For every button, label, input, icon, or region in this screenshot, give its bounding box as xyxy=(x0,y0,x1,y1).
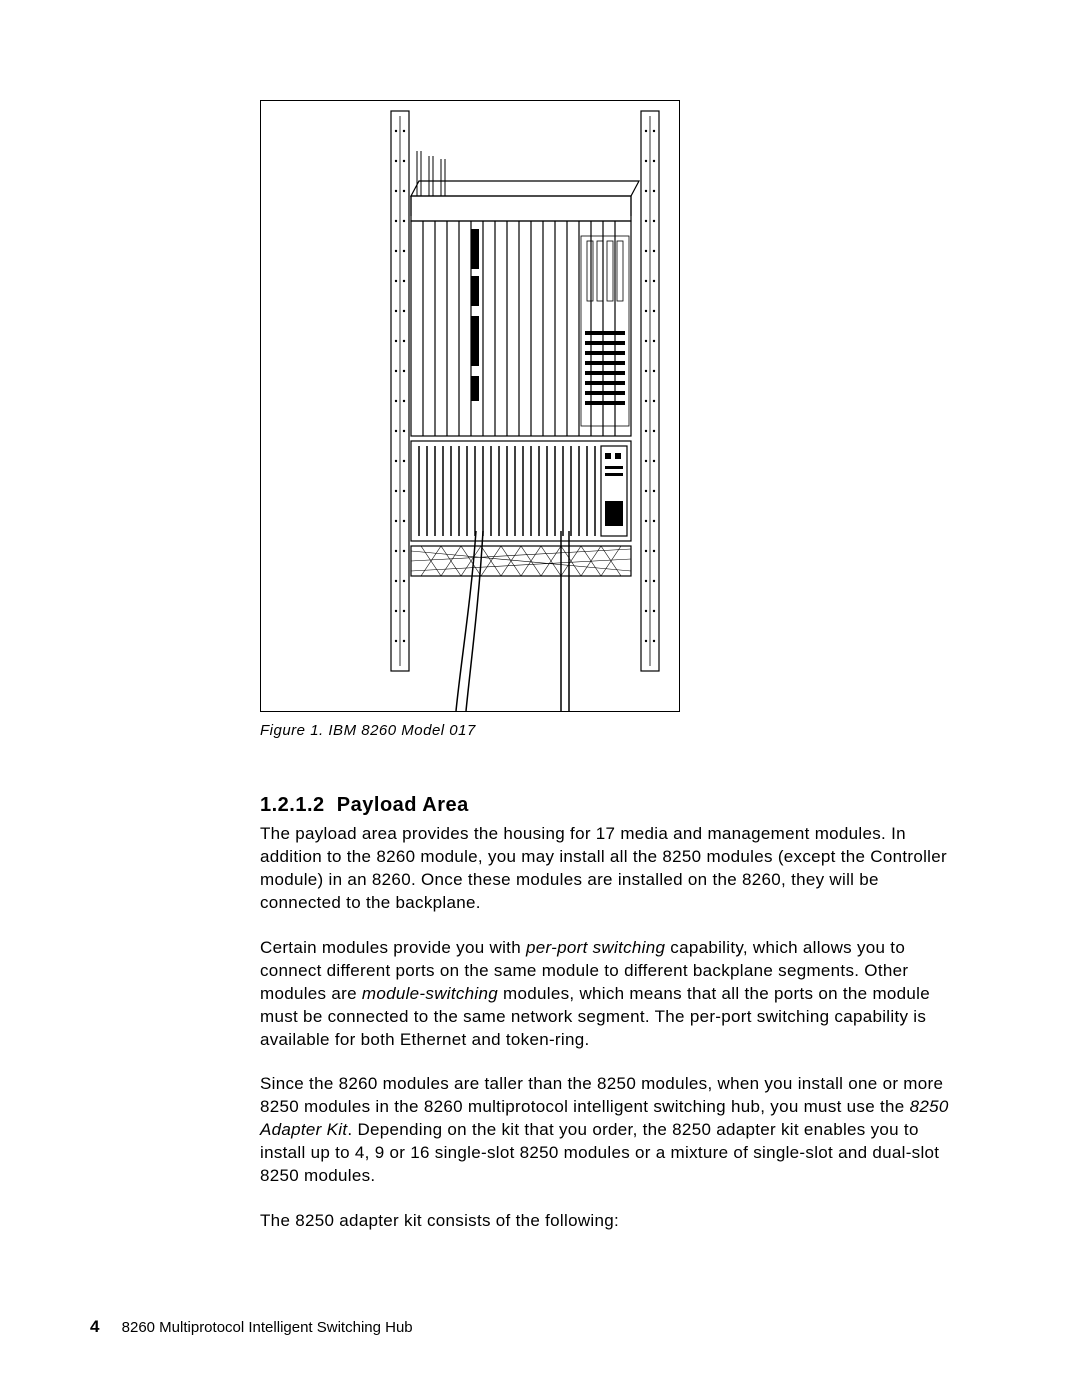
section-title: Payload Area xyxy=(337,794,469,816)
caption-number: 1. xyxy=(310,722,324,739)
p3-part-b: . Depending on the kit that you order, t… xyxy=(260,1120,939,1185)
p2-part-a: Certain modules provide you with xyxy=(260,938,526,957)
page-number: 4 xyxy=(90,1317,99,1336)
page-footer: 4 8260 Multiprotocol Intelligent Switchi… xyxy=(90,1317,413,1337)
paragraph-4: The 8250 adapter kit consists of the fol… xyxy=(260,1210,950,1233)
figure-caption: Figure 1. IBM 8260 Model 017 xyxy=(260,722,990,739)
p2-em1: per-port switching xyxy=(526,938,665,957)
caption-prefix: Figure xyxy=(260,722,306,739)
paragraph-3: Since the 8260 modules are taller than t… xyxy=(260,1073,950,1188)
paragraph-2: Certain modules provide you with per-por… xyxy=(260,937,950,1052)
page: Figure 1. IBM 8260 Model 017 1.2.1.2 Pay… xyxy=(0,0,1080,1397)
device-diagram-svg xyxy=(261,101,679,711)
paragraph-1: The payload area provides the housing fo… xyxy=(260,823,950,915)
figure-illustration xyxy=(260,100,680,712)
footer-doc-title: 8260 Multiprotocol Intelligent Switching… xyxy=(122,1319,413,1336)
p3-part-a: Since the 8260 modules are taller than t… xyxy=(260,1074,943,1116)
section-heading: 1.2.1.2 Payload Area xyxy=(260,794,990,817)
p2-em2: module-switching xyxy=(362,984,498,1003)
section-number: 1.2.1.2 xyxy=(260,794,325,816)
caption-title: IBM 8260 Model 017 xyxy=(328,722,475,739)
